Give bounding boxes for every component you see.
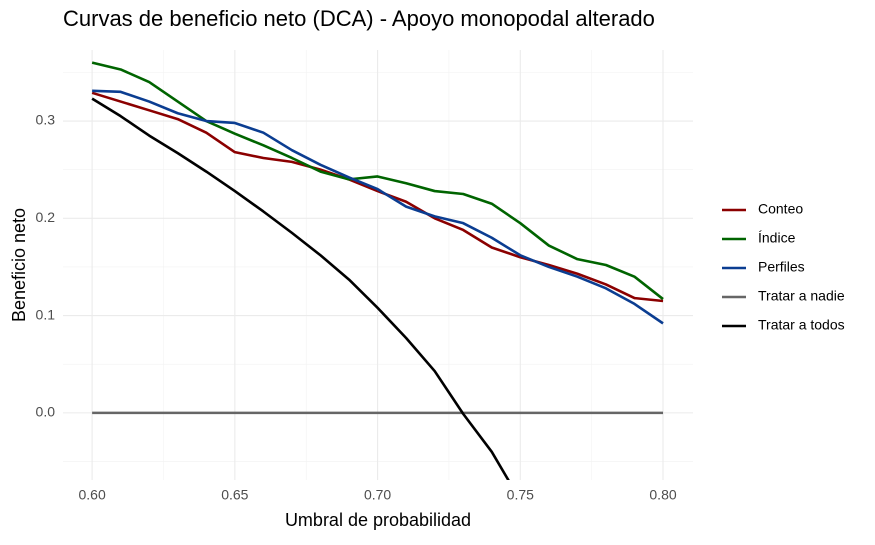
y-tick-label: 0.0 [36, 404, 56, 420]
y-axis-title: Beneficio neto [9, 208, 29, 322]
series-line [91, 97, 510, 480]
legend-label: Tratar a nadie [758, 288, 845, 304]
x-tick-label: 0.80 [649, 487, 676, 503]
chart-title: Curvas de beneficio neto (DCA) - Apoyo m… [63, 6, 655, 31]
x-tick-label: 0.70 [364, 487, 391, 503]
legend-label: Perfiles [758, 259, 805, 275]
y-tick-label: 0.2 [36, 209, 56, 225]
x-tick-label: 0.65 [221, 487, 248, 503]
series-line [92, 89, 664, 325]
plot-area [91, 61, 664, 480]
legend-label: Tratar a todos [758, 317, 845, 333]
series-line [91, 91, 664, 303]
y-tick-label: 0.1 [36, 306, 56, 322]
legend-label: Índice [758, 230, 796, 246]
series-line [91, 61, 664, 301]
y-tick-label: 0.3 [36, 112, 56, 128]
x-tick-label: 0.75 [507, 487, 534, 503]
grid [63, 50, 693, 480]
x-tick-label: 0.60 [78, 487, 105, 503]
legend-label: Conteo [758, 201, 803, 217]
x-axis-title: Umbral de probabilidad [285, 510, 471, 530]
